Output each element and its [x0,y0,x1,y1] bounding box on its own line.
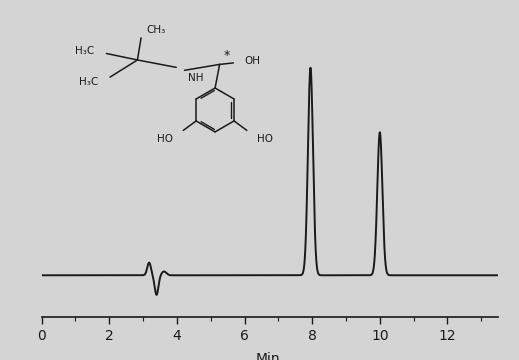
Text: H₃C: H₃C [79,77,99,87]
X-axis label: Min.: Min. [255,352,284,360]
Text: *: * [223,49,229,62]
Text: OH: OH [245,57,261,67]
Text: NH: NH [188,73,203,83]
Text: HO: HO [257,134,273,144]
Text: H₃C: H₃C [75,46,94,56]
Text: HO: HO [157,134,173,144]
Text: CH₃: CH₃ [146,25,166,35]
